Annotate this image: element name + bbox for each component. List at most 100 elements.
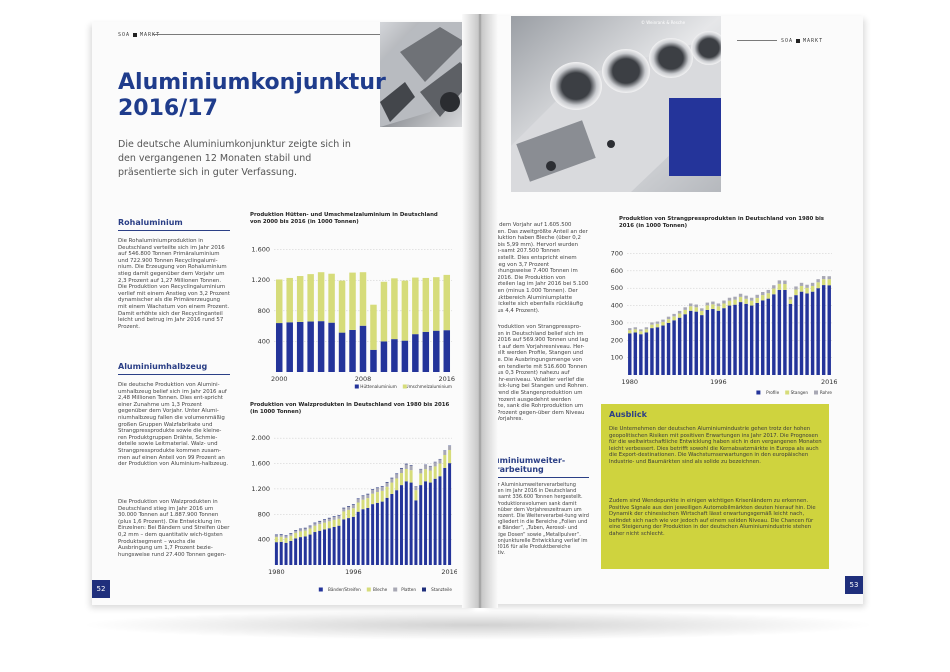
bar-stangen	[688, 306, 693, 311]
bar-platten	[313, 523, 317, 526]
bar-platten	[356, 499, 360, 503]
bar-stanzteile	[279, 534, 283, 535]
bar-stangen	[666, 319, 671, 323]
bar-bleche	[448, 449, 452, 464]
bar-bleche	[428, 470, 432, 483]
bar-rohre	[816, 279, 820, 283]
ausblick-heading: Ausblick	[609, 410, 647, 419]
chart3-strangpress: 100 200 300 400 500 600 700 1980 1996 2016 Rohre St…	[611, 249, 837, 395]
bar-rohre	[639, 329, 643, 332]
engine-block-photo: © Weinrank & Resche	[511, 16, 721, 192]
bar-stanzteile	[274, 534, 278, 536]
bar-b-nder-streifen	[385, 497, 389, 565]
bar-b-nder-streifen	[409, 482, 413, 565]
bar-stangen	[761, 295, 765, 301]
bar-platten	[399, 468, 403, 474]
bar-b-nder-streifen	[414, 500, 418, 565]
bar-platten	[337, 515, 341, 519]
legend-label: Bänder/Streifen	[328, 587, 361, 592]
header-square-icon	[133, 32, 138, 37]
bar-h-ttenaluminium	[349, 329, 356, 372]
bar-platten	[424, 465, 428, 470]
y-tick-label: 2.000	[251, 434, 270, 442]
bar-bleche	[361, 499, 365, 510]
bar-rohre	[794, 286, 798, 290]
section-text-aluminiumhalbzeug: Die deutsche Produktion von Alumini-umha…	[118, 382, 229, 468]
bar-umschmelzaluminium	[391, 278, 398, 340]
bar-umschmelzaluminium	[433, 277, 440, 331]
bar-stanzteile	[342, 507, 346, 509]
bar-stanzteile	[385, 481, 389, 483]
bar-rohre	[677, 310, 682, 314]
y-tick-label: 300	[611, 319, 623, 327]
header-section-right: MARKT	[803, 38, 824, 44]
bar-bleche	[385, 486, 389, 498]
book-gutter	[462, 14, 498, 608]
bar-stangen	[777, 283, 782, 290]
bar-stangen	[799, 285, 804, 292]
bar-rohre	[655, 321, 660, 324]
bar-umschmelzaluminium	[401, 280, 409, 341]
page-number-left: 52	[92, 580, 110, 598]
header-square-icon-right	[796, 38, 801, 43]
bar-profile	[688, 310, 693, 375]
bar-stanzteile	[284, 535, 288, 537]
bar-rohre	[661, 319, 665, 322]
bar-b-nder-streifen	[356, 511, 360, 565]
bar-rohre	[761, 292, 765, 296]
bar-stangen	[749, 300, 754, 306]
bar-h-ttenaluminium	[422, 331, 430, 372]
bar-profile	[777, 289, 782, 375]
y-tick-label: 500	[611, 284, 623, 292]
bar-umschmelzaluminium	[338, 280, 346, 333]
bar-profile	[711, 309, 715, 375]
bar-h-ttenaluminium	[412, 334, 419, 372]
bar-b-nder-streifen	[424, 481, 428, 565]
bar-rohre	[666, 316, 671, 320]
bar-stangen	[805, 287, 809, 294]
bar-b-nder-streifen	[303, 536, 307, 565]
legend-label: Umschmelzaluminium	[406, 384, 452, 389]
legend-label: Hüttenaluminium	[360, 384, 397, 389]
bar-rohre	[755, 294, 759, 298]
bar-stanzteile	[351, 504, 355, 505]
bar-stangen	[816, 282, 820, 289]
bar-bleche	[308, 528, 312, 535]
bar-platten	[308, 526, 312, 529]
bar-h-ttenaluminium	[307, 321, 314, 372]
bar-stangen	[644, 329, 649, 333]
bar-bleche	[433, 466, 437, 479]
bar-b-nder-streifen	[337, 525, 341, 565]
bar-rohre	[799, 282, 804, 286]
bar-stanzteile	[327, 517, 331, 519]
bar-rohre	[716, 303, 721, 307]
bar-platten	[318, 521, 322, 525]
bar-stangen	[727, 300, 732, 306]
bar-b-nder-streifen	[361, 509, 365, 565]
bar-b-nder-streifen	[438, 476, 442, 565]
page-header: SOA MARKT	[118, 32, 160, 38]
section-heading-rohaluminium: Rohaluminium	[118, 218, 230, 231]
bar-stangen	[722, 303, 726, 309]
bar-h-ttenaluminium	[380, 341, 388, 372]
bar-rohre	[783, 280, 787, 285]
header-section: MARKT	[140, 32, 161, 38]
bar-stangen	[683, 309, 687, 315]
bar-profile	[694, 311, 698, 375]
bar-rohre	[672, 313, 676, 317]
bar-b-nder-streifen	[428, 482, 432, 565]
x-tick-label: 2008	[355, 375, 372, 383]
bar-b-nder-streifen	[308, 534, 312, 565]
chart1-huetten-umschmelz: 400 800 1.200 1.600 2000 2008 2016Umschmelzalu…	[251, 246, 455, 389]
y-tick-label: 400	[611, 302, 623, 310]
bar-rohre	[777, 280, 782, 284]
bar-stanzteile	[298, 528, 302, 530]
bar-h-ttenaluminium	[359, 325, 367, 372]
column-text-strangpress: Die Produktion von Strangpresspro-dukten…	[485, 324, 589, 423]
bar-profile	[827, 285, 831, 375]
bar-stanzteile	[332, 516, 336, 517]
bar-h-ttenaluminium	[433, 330, 440, 372]
bar-b-nder-streifen	[327, 528, 331, 565]
bar-b-nder-streifen	[390, 493, 394, 565]
bar-b-nder-streifen	[380, 501, 384, 565]
